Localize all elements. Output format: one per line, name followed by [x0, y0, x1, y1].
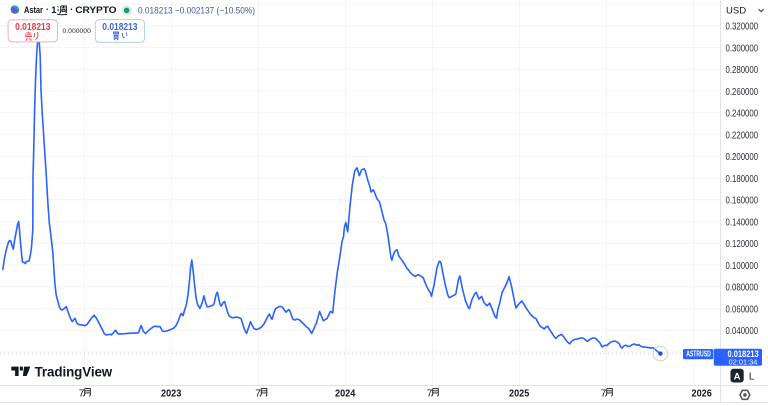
svg-text:ASTRUSD: ASTRUSD: [686, 350, 711, 359]
svg-text:7: 7: [255, 388, 261, 399]
svg-text:0.220000: 0.220000: [726, 130, 759, 141]
svg-text:TradingView: TradingView: [35, 365, 113, 380]
svg-text:2025: 2025: [509, 388, 530, 399]
svg-text:0.018213: 0.018213: [728, 349, 759, 359]
svg-text:2023: 2023: [161, 388, 182, 399]
svg-text:1: 1: [51, 4, 56, 15]
svg-text:0.200000: 0.200000: [726, 152, 759, 163]
svg-text:0.160000: 0.160000: [726, 196, 759, 207]
svg-text:0.320000: 0.320000: [726, 22, 759, 33]
svg-text:0.240000: 0.240000: [726, 109, 759, 120]
svg-text:0.280000: 0.280000: [726, 65, 759, 76]
svg-text:0.080000: 0.080000: [726, 283, 759, 294]
svg-text:2024: 2024: [335, 388, 356, 399]
svg-text:7: 7: [427, 388, 433, 399]
svg-text:0.018213: 0.018213: [15, 22, 51, 33]
svg-text:7: 7: [601, 388, 607, 399]
svg-text:2026: 2026: [692, 388, 713, 399]
svg-text:·: ·: [46, 4, 49, 15]
svg-text:0.100000: 0.100000: [726, 261, 759, 272]
svg-text:02:01:34: 02:01:34: [729, 360, 758, 367]
svg-text:L: L: [749, 371, 755, 382]
svg-text:A: A: [734, 371, 741, 382]
svg-text:0.060000: 0.060000: [726, 304, 759, 315]
svg-text:0.018213 −0.002137 (−10.50%): 0.018213 −0.002137 (−10.50%): [138, 6, 255, 16]
svg-text:0.018213: 0.018213: [102, 22, 138, 33]
svg-text:Astar: Astar: [24, 4, 43, 15]
svg-text:0.040000: 0.040000: [726, 326, 759, 337]
svg-text:USD: USD: [726, 5, 746, 16]
svg-text:·: ·: [70, 4, 73, 15]
svg-text:0.120000: 0.120000: [726, 239, 759, 250]
svg-text:0.140000: 0.140000: [726, 217, 759, 228]
svg-text:0.300000: 0.300000: [726, 43, 759, 54]
svg-text:0.180000: 0.180000: [726, 174, 759, 185]
svg-text:0.260000: 0.260000: [726, 87, 759, 98]
svg-text:CRYPTO: CRYPTO: [75, 4, 116, 15]
svg-text:7: 7: [79, 388, 85, 399]
svg-text:0.000000: 0.000000: [63, 28, 92, 35]
